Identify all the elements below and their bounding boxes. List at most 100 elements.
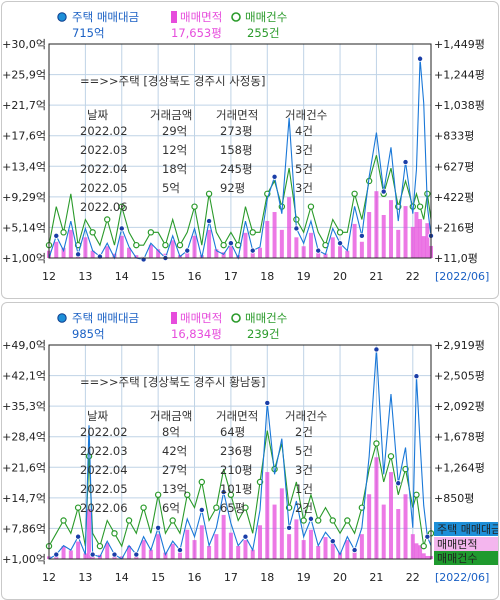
table-cell: 42억 bbox=[162, 444, 187, 458]
area-bar bbox=[148, 549, 153, 559]
legend-amount-label: 주택 매매대금 bbox=[72, 311, 139, 325]
area-bar bbox=[105, 246, 110, 258]
y-right-tick-label: +422평 bbox=[434, 191, 474, 204]
x-tick-label: 15 bbox=[151, 270, 165, 283]
amount-point bbox=[424, 533, 431, 540]
area-bar bbox=[170, 543, 175, 559]
table-cell: 5건 bbox=[295, 162, 313, 176]
y-right-ticks: +1,449평 +1,244평 +1,038평 +833평 +627평 +422평 +216… bbox=[434, 38, 485, 265]
area-bar bbox=[352, 223, 357, 258]
count-point bbox=[249, 229, 256, 236]
amount-point bbox=[358, 232, 365, 239]
y-right-tick-label: +2,092평 bbox=[434, 400, 485, 413]
amount-legend-icon bbox=[57, 12, 67, 22]
amount-point bbox=[402, 159, 409, 166]
legend-count-total: 239건 bbox=[247, 327, 280, 341]
area-bar bbox=[156, 534, 161, 559]
amount-point bbox=[373, 346, 380, 353]
table-cell: 5건 bbox=[295, 444, 313, 458]
area-bar bbox=[236, 545, 241, 559]
legend-count-label: 매매건수 bbox=[245, 311, 287, 325]
amount-point bbox=[176, 547, 183, 554]
x-tick-label: 19 bbox=[297, 571, 311, 584]
y-right-tick-label: +11,0평 bbox=[434, 252, 478, 265]
table-header: 거래건수 bbox=[285, 409, 327, 423]
chart-svg-bottom: 주택 매매대금985억매매면적16,834평매매건수239건+49,0억+42,… bbox=[2, 311, 498, 584]
y-left-tick-label: +1,00억 bbox=[2, 252, 46, 265]
amount-point bbox=[220, 489, 227, 496]
area-bar bbox=[396, 229, 401, 258]
table-cell: 273평 bbox=[220, 124, 253, 138]
area-bar bbox=[76, 541, 81, 559]
chart-panel-hwangnam: 주택 매매대금 985억 매매면적 16,834평 매매건수 239건 +49,0억 +42,… bbox=[1, 302, 499, 600]
x-tick-label: 13 bbox=[78, 571, 92, 584]
area-bar bbox=[83, 553, 88, 559]
table-cell: 3건 bbox=[295, 181, 313, 195]
count-point bbox=[220, 241, 227, 249]
y-left-tick-label: +30,0억 bbox=[2, 38, 46, 51]
area-bar bbox=[294, 519, 299, 559]
grid bbox=[48, 43, 431, 259]
amount-point bbox=[395, 480, 402, 487]
area-bar bbox=[272, 504, 277, 559]
chart-panel-sajeong: 주택 매매대금 715억 매매면적 17,653평 매매건수 255건 +30,0억 +25,… bbox=[1, 1, 499, 299]
amount-point bbox=[271, 173, 278, 180]
area-bar bbox=[119, 235, 124, 258]
end-tag-bg bbox=[434, 551, 498, 565]
count-point bbox=[147, 229, 155, 236]
plot-frame bbox=[48, 43, 432, 259]
count-point bbox=[242, 504, 249, 511]
x-tick-label: 12 bbox=[42, 270, 56, 283]
amount-point bbox=[380, 188, 387, 195]
area-bar bbox=[323, 537, 328, 559]
y-left-tick-label: +21,6억 bbox=[2, 461, 46, 474]
area-bar bbox=[221, 514, 226, 559]
count-point bbox=[176, 241, 184, 249]
area-bar bbox=[127, 545, 132, 559]
amount-point bbox=[307, 515, 314, 522]
table-cell: 64평 bbox=[220, 425, 245, 439]
count-point bbox=[373, 440, 380, 447]
area-bar bbox=[207, 229, 212, 258]
count-point bbox=[198, 478, 205, 486]
area-bar bbox=[228, 246, 233, 258]
table-header: 거래건수 bbox=[285, 108, 327, 122]
table-header: 거래금액 bbox=[150, 409, 192, 423]
table-cell: 2022.02 bbox=[80, 425, 128, 439]
area-bar bbox=[388, 472, 393, 559]
x-tick-label: 17 bbox=[224, 571, 238, 584]
y-left-tick-label: +21,7억 bbox=[2, 99, 46, 112]
amount-point bbox=[89, 551, 96, 558]
count-point bbox=[344, 517, 351, 524]
count-point bbox=[315, 517, 322, 524]
legend-amount-total: 715억 bbox=[72, 26, 105, 40]
area-bar bbox=[345, 540, 350, 559]
table-cell: 2022.05 bbox=[80, 482, 128, 496]
legend-count-total: 255건 bbox=[247, 26, 280, 40]
area-bar bbox=[192, 235, 197, 258]
area-bar bbox=[381, 214, 386, 258]
count-point bbox=[420, 542, 427, 550]
table-cell: 158평 bbox=[220, 143, 253, 157]
table-cell: 92평 bbox=[220, 181, 245, 195]
end-tag-bg bbox=[434, 537, 498, 551]
amount-legend-icon bbox=[57, 313, 67, 323]
area-bar bbox=[374, 191, 379, 258]
x-ticks: 12 13 14 15 16 17 18 19 20 21 22 bbox=[42, 270, 420, 283]
y-right-tick-label: +1,038평 bbox=[434, 99, 485, 112]
count-legend-icon bbox=[231, 12, 241, 22]
table-cell: 29억 bbox=[162, 124, 187, 138]
table-cell: 2022.02 bbox=[80, 124, 128, 138]
area-bar bbox=[414, 543, 419, 559]
area-bar bbox=[330, 237, 335, 258]
count-point bbox=[329, 517, 336, 524]
area-bar bbox=[90, 250, 95, 258]
area-bar bbox=[421, 236, 426, 258]
area-bar bbox=[418, 545, 423, 559]
area-bar bbox=[287, 534, 292, 559]
y-right-tick-label: +1,244평 bbox=[434, 69, 485, 82]
y-left-ticks: +30,0억 +25,9억 +21,7억 +17,6억 +13,4억 +9,29억 +5,1… bbox=[2, 38, 46, 265]
area-bar bbox=[228, 532, 233, 559]
amount-point bbox=[206, 218, 213, 225]
